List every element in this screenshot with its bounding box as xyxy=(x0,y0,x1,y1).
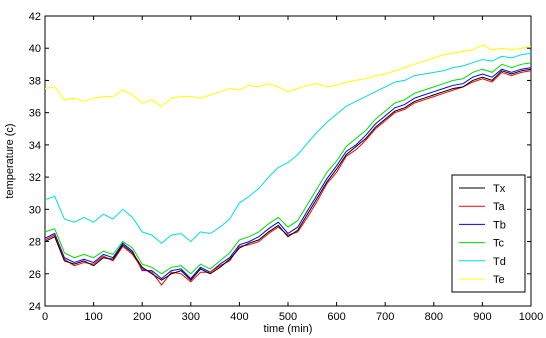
y-tick-label: 24 xyxy=(29,301,41,313)
x-tick-label: 200 xyxy=(133,311,151,323)
x-tick-label: 700 xyxy=(376,311,394,323)
y-tick-label: 34 xyxy=(29,140,41,152)
series-line-td xyxy=(44,52,532,244)
y-tick-label: 26 xyxy=(29,269,41,281)
y-tick-label: 36 xyxy=(29,108,41,120)
y-tick-label: 32 xyxy=(29,172,41,184)
series-line-tc xyxy=(44,62,532,275)
x-tick-label: 900 xyxy=(473,311,491,323)
x-tick-label: 1000 xyxy=(519,311,543,323)
legend-label: Tc xyxy=(493,238,505,250)
y-tick-label: 28 xyxy=(29,237,41,249)
x-tick-label: 800 xyxy=(425,311,443,323)
legend-label: Td xyxy=(493,256,506,268)
legend-label: Tx xyxy=(493,183,506,195)
legend-label: Ta xyxy=(493,201,506,213)
y-tick-label: 40 xyxy=(29,43,41,55)
y-axis-label: temperature (c) xyxy=(4,123,16,198)
series-layer xyxy=(44,44,532,286)
series-line-ta xyxy=(44,70,532,286)
x-tick-label: 500 xyxy=(279,311,297,323)
y-tick-label: 42 xyxy=(29,11,41,23)
y-tick-label: 38 xyxy=(29,75,41,87)
x-tick-label: 100 xyxy=(84,311,102,323)
series-line-te xyxy=(44,44,532,107)
legend-box xyxy=(451,174,526,293)
x-tick-label: 600 xyxy=(327,311,345,323)
legend-label: Te xyxy=(493,274,505,286)
series-line-tx xyxy=(44,68,532,281)
series-line-tb xyxy=(44,67,532,280)
x-tick-label: 400 xyxy=(230,311,248,323)
plot-area xyxy=(44,15,532,307)
y-tick-label: 30 xyxy=(29,204,41,216)
x-axis-label: time (min) xyxy=(264,323,313,335)
ticks-layer: 0 100 200 300 400 500 600 700 800 900 1000 24 26 28 30… xyxy=(29,11,543,323)
x-tick-label: 0 xyxy=(42,311,48,323)
x-tick-label: 300 xyxy=(182,311,200,323)
legend-label: Tb xyxy=(493,219,506,231)
legend: Tx Ta Tb Tc Td Te xyxy=(451,174,526,293)
